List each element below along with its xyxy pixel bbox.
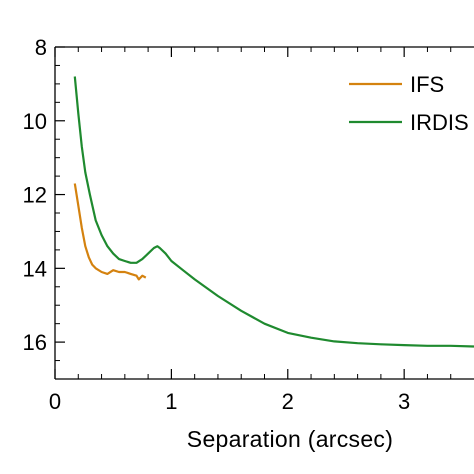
- x-tick-label: 3: [398, 389, 410, 414]
- y-tick-label: 8: [35, 35, 47, 60]
- x-tick-label: 1: [165, 389, 177, 414]
- legend-label-irdis: IRDIS: [410, 110, 469, 135]
- x-tick-label: 2: [282, 389, 294, 414]
- legend: IFS IRDIS: [349, 72, 469, 135]
- series-line-irdis: [73, 76, 474, 348]
- legend-label-ifs: IFS: [410, 72, 444, 97]
- x-axis-label: Separation (arcsec): [187, 426, 393, 452]
- series-lines: [73, 76, 474, 348]
- y-tick-label: 10: [23, 109, 47, 134]
- y-tick-label: 12: [23, 183, 47, 208]
- series-line-ifs: [73, 183, 147, 281]
- y-tick-label: 16: [23, 330, 47, 355]
- x-tick-label: 0: [49, 389, 61, 414]
- y-tick-label: 14: [23, 256, 47, 281]
